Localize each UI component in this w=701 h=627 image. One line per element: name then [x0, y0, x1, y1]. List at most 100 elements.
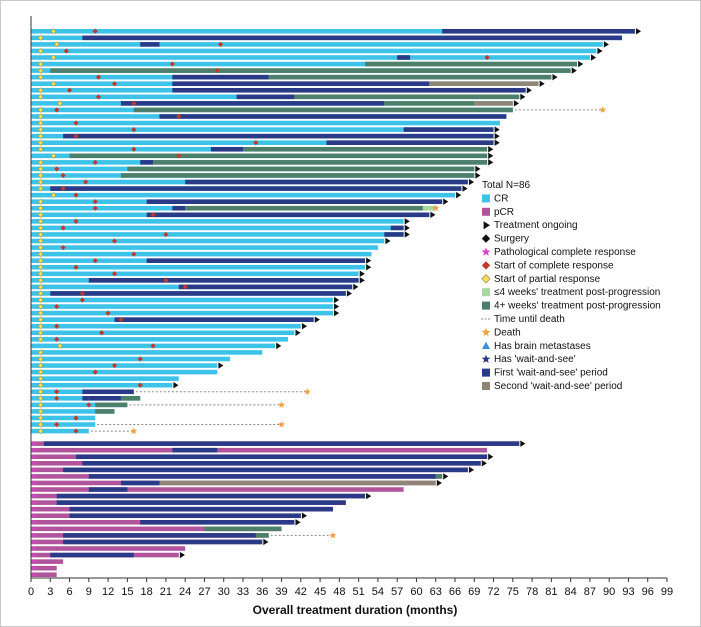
legend-label-3: Treatment ongoing	[494, 220, 578, 231]
bar-segment-65-1	[75, 454, 488, 460]
complete-response-marker-32	[163, 231, 169, 238]
patient-bar-18	[31, 140, 494, 145]
patient-bar-31	[31, 225, 404, 231]
complete-response-marker-46	[54, 323, 60, 329]
patient-bar-5	[31, 55, 590, 60]
patient-bar-37	[31, 264, 366, 270]
complete-response-marker-10	[66, 87, 73, 93]
partial-response-marker-45	[37, 316, 44, 323]
ongoing-marker-23	[475, 172, 481, 179]
ongoing-marker-52	[218, 362, 224, 369]
partial-response-marker-55	[37, 382, 44, 389]
complete-response-marker-33	[111, 238, 118, 244]
complete-response-marker-37	[73, 264, 79, 270]
bar-segment-77-1	[63, 533, 256, 538]
ongoing-marker-11	[520, 93, 526, 101]
ongoing-marker-4	[597, 47, 603, 55]
patient-bar-54	[31, 376, 179, 381]
complete-response-marker-55	[137, 382, 143, 388]
bar-segment-28-2	[185, 205, 423, 211]
complete-response-marker-27	[92, 199, 98, 205]
partial-response-marker-19	[37, 146, 44, 153]
bar-segment-8-2	[268, 74, 552, 80]
partial-response-marker-9	[50, 80, 57, 87]
patient-bar-46	[31, 323, 301, 329]
complete-response-marker-34	[60, 244, 66, 251]
partial-response-marker-1	[50, 28, 57, 35]
ongoing-marker-65	[488, 453, 494, 460]
bar-segment-12-1	[120, 101, 385, 106]
complete-response-marker-26	[73, 192, 79, 198]
pathological-response-marker-68	[31, 473, 37, 479]
complete-response-marker-15	[73, 120, 79, 126]
bar-segment-27-1	[146, 199, 443, 204]
pathological-response-marker-79	[31, 545, 37, 551]
x-axis: 0 3 6 9 12 15 18 21 24 27 30 33 36 39 42 45 48 51 54 57 60 63…	[28, 16, 673, 598]
partial-response-marker-5	[50, 54, 57, 61]
ongoing-marker-69	[436, 479, 442, 487]
partial-response-marker-21	[37, 159, 44, 166]
ongoing-marker-9	[539, 80, 545, 87]
complete-response-marker-5	[484, 54, 490, 61]
x-tick-label-6: 6	[66, 586, 72, 598]
partial-response-marker-24	[37, 179, 44, 185]
partial-response-marker-54	[37, 375, 44, 382]
partial-response-marker-60	[37, 415, 44, 421]
bar-segment-40-1	[178, 284, 353, 290]
complete-response-marker-21	[92, 159, 98, 165]
bar-segment-45-1	[114, 317, 314, 322]
complete-response-marker-28	[92, 205, 98, 211]
partial-response-marker-52	[37, 362, 44, 369]
bar-segment-59-1	[95, 409, 115, 414]
bar-segment-23-1	[120, 173, 475, 178]
legend-swatch-14	[482, 368, 490, 377]
bar-segment-17-1	[63, 133, 494, 139]
bar-segment-5-1	[397, 55, 411, 60]
x-tick-label-0: 0	[28, 586, 34, 598]
ongoing-marker-75	[295, 519, 301, 526]
legend-label-14: First 'wait-and-see' period	[494, 368, 608, 379]
ongoing-marker-80	[179, 551, 185, 559]
ongoing-marker-45	[314, 316, 320, 323]
complete-response-marker-35	[131, 251, 137, 257]
x-tick-label-75: 75	[507, 586, 519, 598]
ongoing-marker-16	[494, 126, 500, 133]
ongoing-marker-41	[346, 290, 352, 297]
patient-bar-30	[31, 219, 404, 224]
ongoing-marker-10	[526, 87, 532, 94]
complete-response-marker-13	[54, 107, 60, 113]
partial-response-marker-27	[37, 198, 44, 205]
complete-response-marker-44	[105, 310, 111, 316]
bar-segment-76-1	[204, 526, 282, 532]
ongoing-marker-30	[404, 218, 410, 225]
bar-segment-80-1	[50, 552, 134, 558]
partial-response-marker-42	[37, 297, 44, 303]
complete-response-marker-6	[169, 61, 175, 67]
bar-segment-73-1	[69, 506, 333, 512]
complete-response-marker-36	[92, 258, 98, 264]
pathological-response-marker-78	[31, 539, 37, 545]
complete-response-marker-60	[73, 415, 79, 421]
bar-segment-58-1	[95, 402, 128, 408]
bar-segment-12-3	[474, 101, 513, 106]
x-tick-label-48: 48	[333, 586, 345, 598]
ongoing-marker-68	[443, 473, 449, 480]
partial-response-marker-41	[37, 290, 44, 297]
ongoing-marker-27	[443, 198, 449, 205]
partial-response-marker-35	[37, 251, 44, 258]
legend-swatch-11	[481, 327, 491, 337]
partial-response-marker-7	[37, 67, 44, 74]
pathological-response-marker-66	[31, 460, 37, 466]
bar-segment-12-2	[384, 101, 475, 106]
bar-segment-57-1	[82, 396, 89, 401]
ongoing-marker-29	[430, 211, 436, 218]
partial-response-marker-14	[37, 113, 44, 120]
bar-segment-2-1	[82, 35, 623, 41]
partial-response-marker-46	[37, 323, 44, 330]
x-tick-label-18: 18	[141, 586, 153, 598]
bar-segment-64-1	[172, 447, 218, 453]
legend-label-4: Surgery	[494, 234, 529, 245]
patient-bar-44	[31, 310, 333, 316]
pathological-response-marker-67	[31, 467, 37, 472]
patient-bar-1	[31, 28, 635, 34]
